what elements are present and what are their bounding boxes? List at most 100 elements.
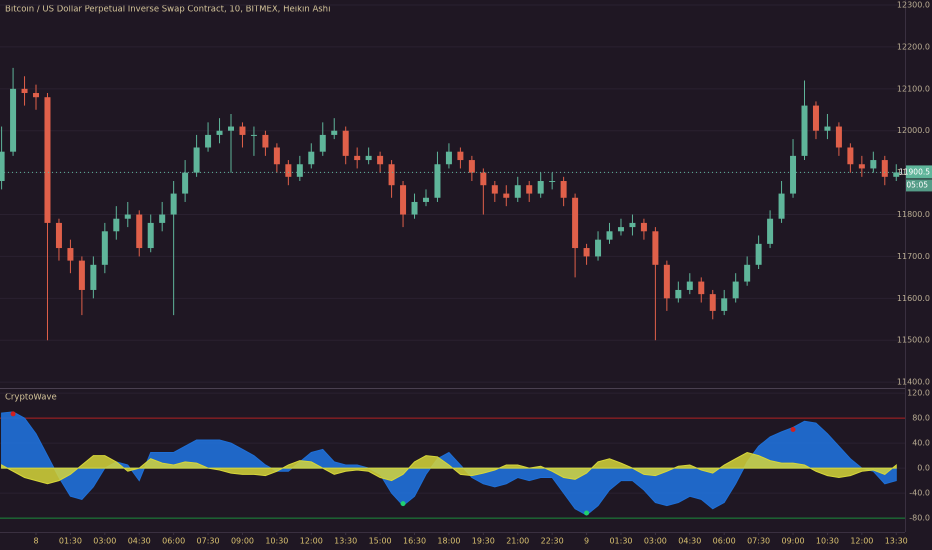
x-tick-label: 13:30 xyxy=(885,537,908,546)
candle-body xyxy=(55,222,62,249)
y-tick-label: 11800.0 xyxy=(897,210,930,219)
indicator-title: CryptoWave xyxy=(5,393,57,403)
chart-title: Bitcoin / US Dollar Perpetual Inverse Sw… xyxy=(5,5,330,15)
candle-body xyxy=(422,197,429,202)
y-tick-label: 11400.0 xyxy=(897,378,930,387)
candle-body xyxy=(90,264,97,290)
candle-body xyxy=(572,197,579,249)
candle-body xyxy=(503,193,510,198)
y-tick-label: 80.0 xyxy=(912,414,930,423)
candle-body xyxy=(434,164,441,198)
x-tick-label: 9 xyxy=(584,537,589,546)
x-tick-label: 07:30 xyxy=(747,537,770,546)
x-tick-label: 18:00 xyxy=(437,537,460,546)
x-tick-label: 03:00 xyxy=(93,537,116,546)
candle-body xyxy=(354,155,361,161)
candle-body xyxy=(296,164,303,177)
countdown-label: 05:05 xyxy=(906,180,928,189)
x-tick-label: 21:00 xyxy=(506,537,529,546)
candle-body xyxy=(182,172,189,194)
candle-body xyxy=(801,105,808,156)
x-tick-label: 03:00 xyxy=(644,537,667,546)
y-tick-label: 40.0 xyxy=(912,439,930,448)
candle-body xyxy=(78,260,85,290)
candle-body xyxy=(262,134,269,148)
candle-body xyxy=(606,231,613,240)
x-tick-label: 12:00 xyxy=(300,537,323,546)
x-tick-label: 12:00 xyxy=(850,537,873,546)
candle-body xyxy=(858,164,865,169)
y-tick-label: -80.0 xyxy=(909,514,930,523)
x-tick-label: 01:30 xyxy=(609,537,632,546)
countdown-tag xyxy=(906,179,932,192)
x-tick-label: 19:30 xyxy=(472,537,495,546)
x-tick-label: 16:30 xyxy=(403,537,426,546)
y-tick-label: 12200.0 xyxy=(897,42,930,51)
x-tick-label: 15:00 xyxy=(369,537,392,546)
candle-body xyxy=(709,294,716,311)
candle-body xyxy=(755,243,762,265)
price-tag-label: 11900.5 xyxy=(899,167,930,176)
candle-body xyxy=(101,231,108,265)
candle-body xyxy=(400,185,407,215)
candle-body xyxy=(721,298,728,311)
candle-body xyxy=(595,239,602,257)
candle-body xyxy=(629,222,636,228)
y-tick-label: 11700.0 xyxy=(897,252,930,261)
candle-body xyxy=(457,151,464,161)
candle-body xyxy=(342,130,349,156)
x-tick-label: 10:30 xyxy=(265,537,288,546)
candle-body xyxy=(147,222,154,249)
candle-body xyxy=(44,97,51,223)
candle-body xyxy=(308,151,315,165)
x-tick-label: 09:00 xyxy=(231,537,254,546)
candle-body xyxy=(205,134,212,148)
candle-body xyxy=(893,172,900,177)
candle-body xyxy=(526,185,533,194)
x-tick-label: 01:30 xyxy=(59,537,82,546)
candle-body xyxy=(170,193,177,215)
x-tick-label: 06:00 xyxy=(713,537,736,546)
candle-body xyxy=(480,172,487,186)
y-tick-label: -40.0 xyxy=(909,489,930,498)
candle-body xyxy=(113,218,120,232)
y-tick-label: 11500.0 xyxy=(897,336,930,345)
candle-body xyxy=(445,151,452,165)
candle-body xyxy=(468,160,475,173)
candle-body xyxy=(388,164,395,186)
candle-body xyxy=(365,155,372,161)
buy-signal xyxy=(400,501,406,507)
buy-signal xyxy=(584,510,590,516)
candle-body xyxy=(514,185,521,198)
candle-body xyxy=(560,181,567,198)
candle-body xyxy=(377,155,384,165)
candle-body xyxy=(67,248,74,261)
candle-body xyxy=(193,147,200,173)
candle-body xyxy=(228,126,234,131)
y-tick-label: 11600.0 xyxy=(897,294,930,303)
x-tick-label: 10:30 xyxy=(816,537,839,546)
candle-body xyxy=(10,88,17,152)
price-tag xyxy=(906,165,932,179)
candle-body xyxy=(652,231,659,265)
candle-body xyxy=(881,160,888,177)
candle-body xyxy=(686,281,693,290)
candle-body xyxy=(663,264,670,299)
candle-body xyxy=(583,248,590,257)
candle-body xyxy=(159,214,166,223)
x-tick-label: 09:00 xyxy=(781,537,804,546)
candle-body xyxy=(675,289,682,299)
candle-body xyxy=(767,218,774,244)
oscillator-area xyxy=(1,451,897,485)
y-tick-label: 12100.0 xyxy=(897,84,930,93)
y-tick-label: 12000.0 xyxy=(897,126,930,135)
candle-body xyxy=(824,126,831,131)
candle-body xyxy=(549,181,556,183)
x-tick-label: 13:30 xyxy=(334,537,357,546)
candle-body xyxy=(491,185,498,194)
y-tick-label: 12300.0 xyxy=(897,1,930,10)
candle-body xyxy=(136,214,143,249)
candle-body xyxy=(0,151,5,182)
x-tick-label: 07:30 xyxy=(197,537,220,546)
